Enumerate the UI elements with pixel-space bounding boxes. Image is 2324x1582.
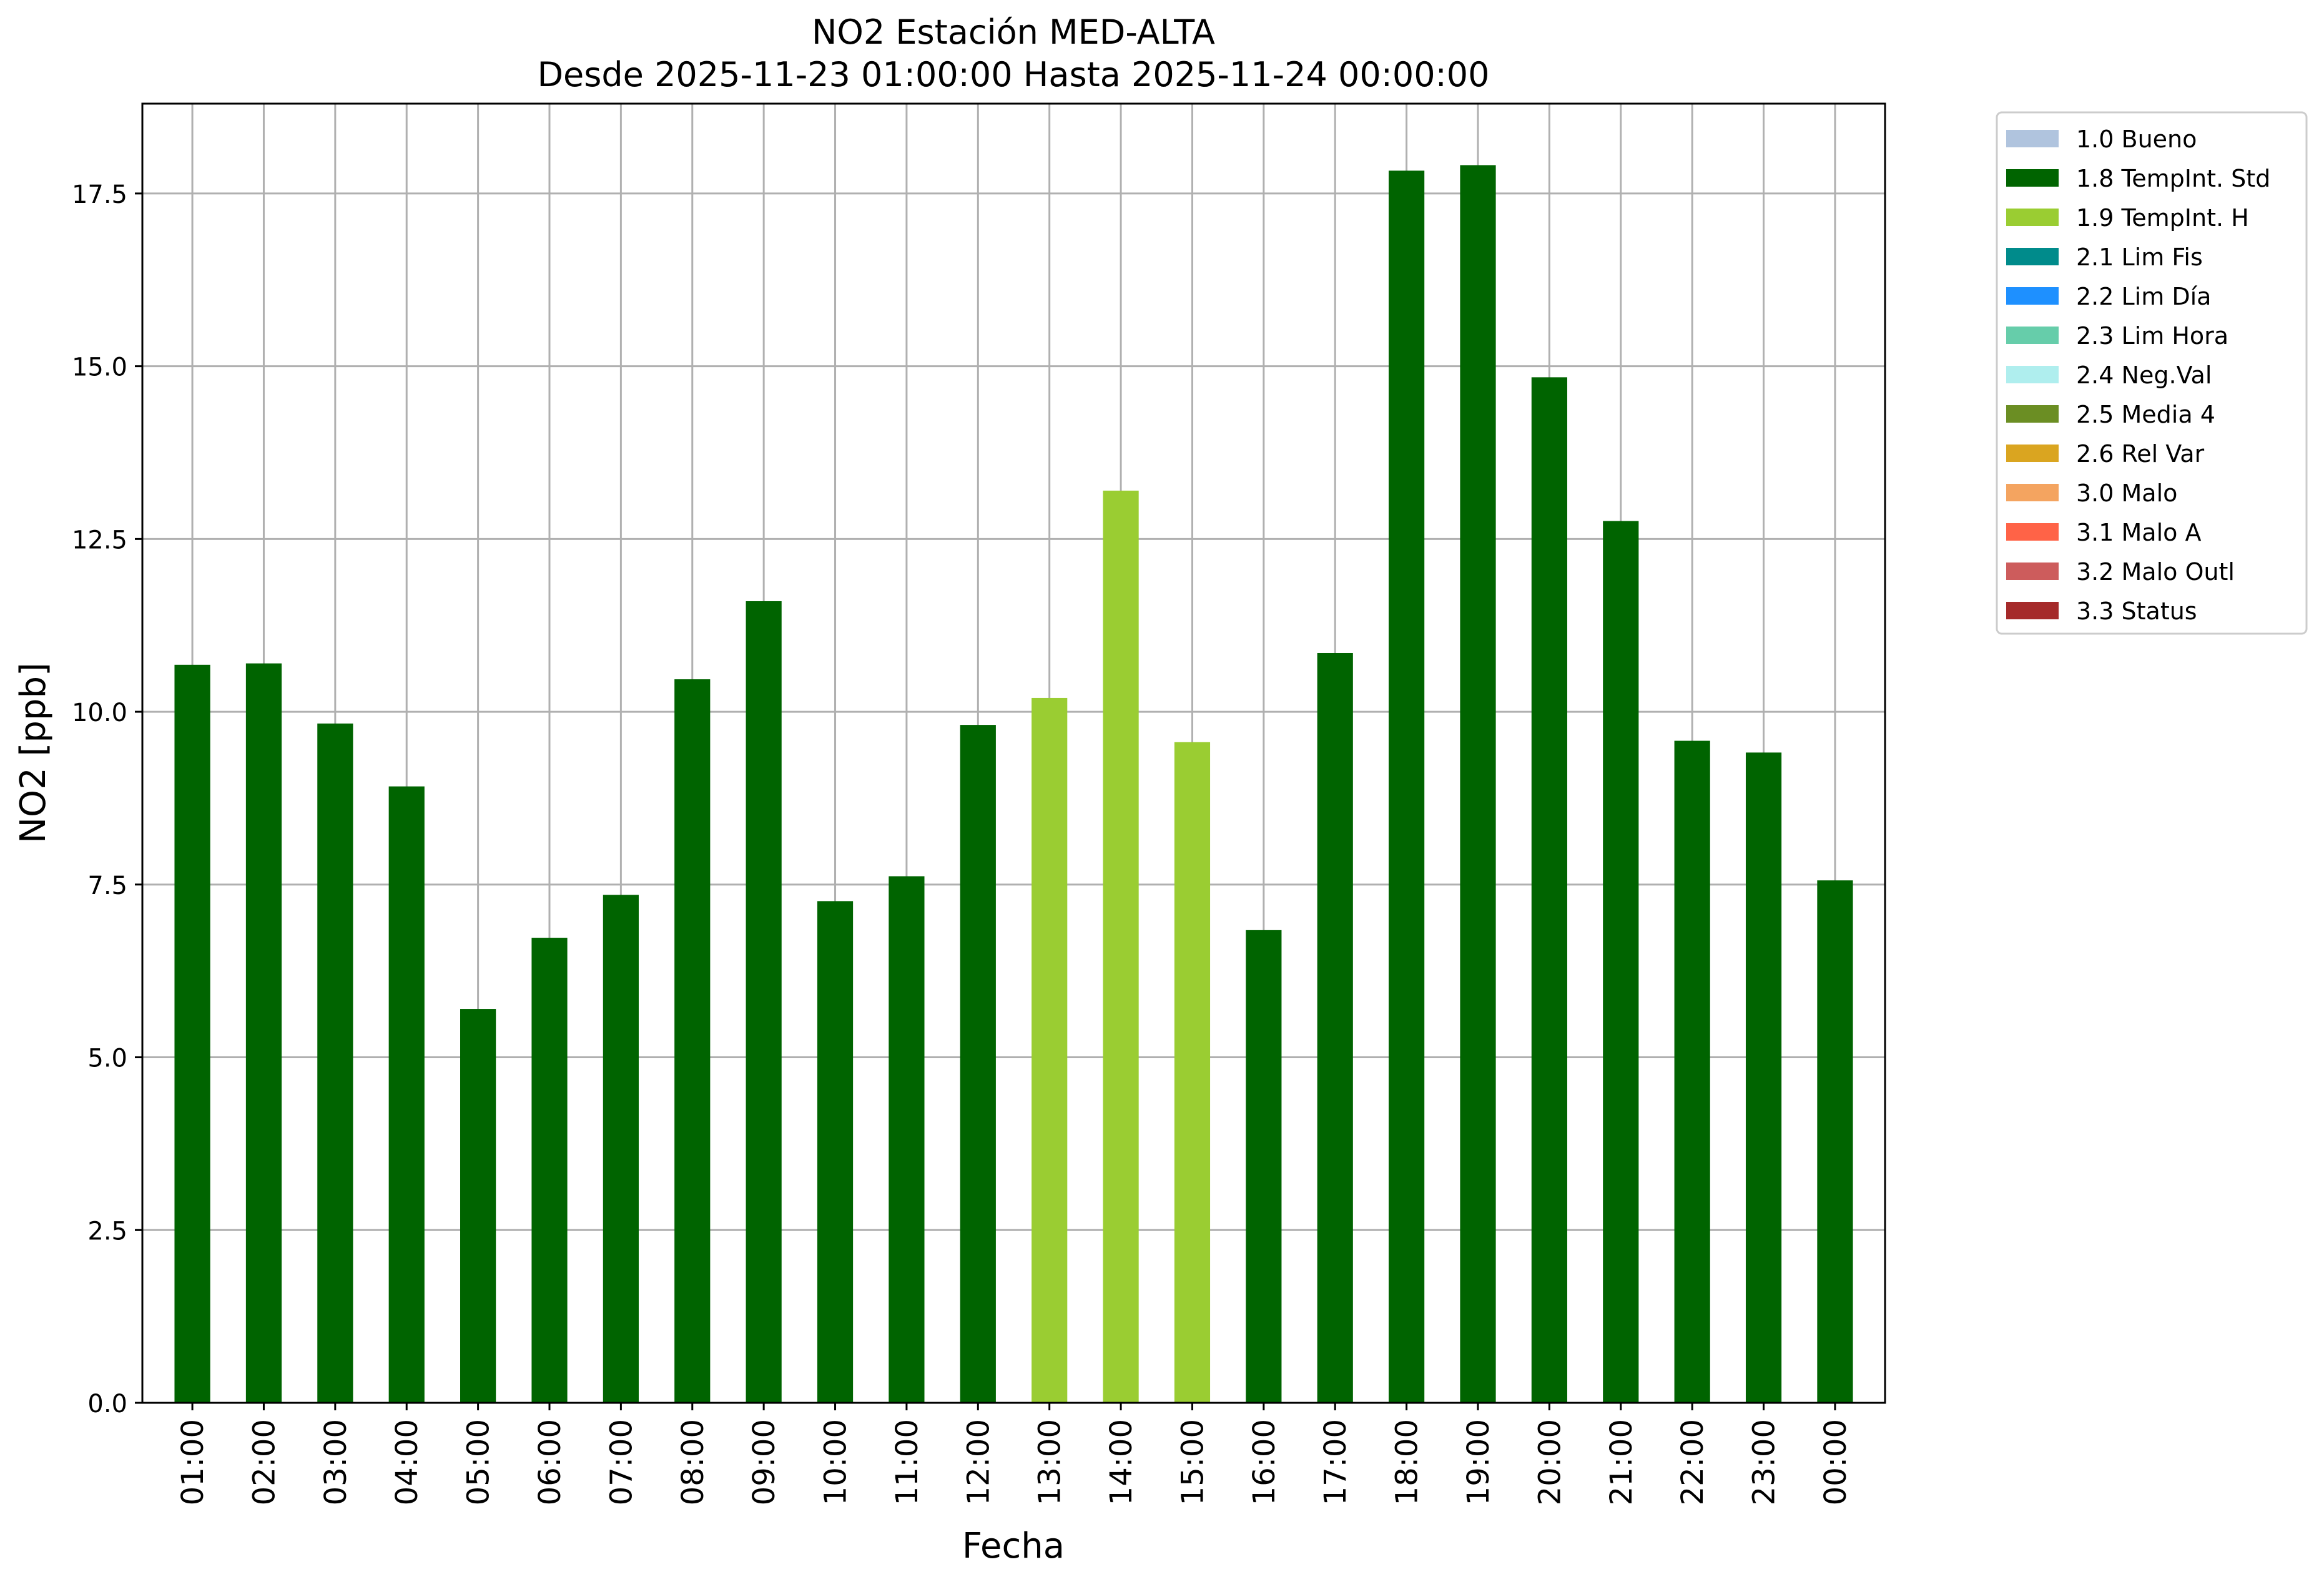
- y-axis: 0.0 2.5 5.0 7.5 10.0 12.5 15.0 17.5: [72, 180, 142, 1418]
- legend-swatch: [2006, 563, 2059, 580]
- x-tick-label: 02:00: [247, 1419, 282, 1505]
- bar-1200: [960, 725, 996, 1403]
- bar-1700: [1317, 652, 1353, 1403]
- y-tick-label: 2.5: [87, 1217, 127, 1245]
- x-tick-label: 19:00: [1461, 1419, 1496, 1505]
- legend-swatch: [2006, 209, 2059, 226]
- x-tick-label: 11:00: [890, 1419, 925, 1505]
- plot-area-frame: [141, 102, 1886, 1404]
- legend-label: 2.1 Lim Fis: [2076, 243, 2203, 271]
- x-tick-label: 05:00: [461, 1419, 496, 1505]
- x-tick-label: 07:00: [604, 1419, 639, 1505]
- legend-swatch: [2006, 445, 2059, 462]
- bar-1500: [1174, 742, 1211, 1403]
- legend: 1.0 Bueno 1.8 TempInt. Std 1.9 TempInt. H 2…: [1996, 111, 2308, 635]
- bar-1900: [1460, 165, 1496, 1403]
- bar-2200: [1674, 740, 1710, 1403]
- legend-label: 2.6 Rel Var: [2076, 440, 2205, 468]
- bar-0700: [603, 895, 639, 1403]
- x-tick-label: 09:00: [747, 1419, 782, 1505]
- bar-0900: [746, 601, 782, 1403]
- x-axis: 01:00 02:00 03:00 04:00 05:00 06:00 07:00 08:00…: [175, 1403, 1853, 1505]
- bar-0600: [531, 938, 568, 1403]
- bar-0400: [388, 786, 425, 1403]
- legend-label: 1.9 TempInt. H: [2076, 204, 2249, 232]
- x-tick-label: 23:00: [1747, 1419, 1782, 1505]
- legend-label: 1.8 TempInt. Std: [2076, 165, 2270, 192]
- x-tick-label: 16:00: [1247, 1419, 1282, 1505]
- x-tick-label: 06:00: [533, 1419, 568, 1505]
- y-tick-label: 5.0: [87, 1044, 127, 1073]
- legend-frame: [1996, 111, 2308, 635]
- y-tick-label: 15.0: [72, 353, 127, 382]
- x-tick-label: 13:00: [1033, 1419, 1068, 1505]
- legend-label: 1.0 Bueno: [2076, 125, 2197, 153]
- bar-1100: [889, 876, 925, 1403]
- legend-label: 3.3 Status: [2076, 597, 2197, 625]
- legend-label: 3.2 Malo Outl: [2076, 558, 2235, 586]
- x-tick-label: 15:00: [1175, 1419, 1210, 1505]
- x-tick-label: 00:00: [1818, 1419, 1853, 1505]
- bar-1000: [817, 901, 854, 1403]
- x-tick-label: 14:00: [1104, 1419, 1139, 1505]
- bar-0800: [674, 679, 711, 1403]
- bar-1300: [1032, 697, 1068, 1403]
- bar-1600: [1246, 930, 1282, 1403]
- legend-swatch: [2006, 248, 2059, 265]
- x-tick-label: 22:00: [1675, 1419, 1710, 1505]
- chart-subtitle: Desde 2025-11-23 01:00:00 Hasta 2025-11-…: [537, 55, 1489, 94]
- legend-label: 3.1 Malo A: [2076, 519, 2201, 546]
- legend-swatch: [2006, 523, 2059, 541]
- bar-0000: [1817, 880, 1853, 1403]
- legend-swatch: [2006, 327, 2059, 344]
- x-tick-label: 10:00: [819, 1419, 854, 1505]
- bar-2100: [1603, 521, 1639, 1403]
- x-tick-label: 01:00: [175, 1419, 210, 1505]
- x-tick-label: 08:00: [676, 1419, 711, 1505]
- chart-title: NO2 Estación MED-ALTA: [812, 12, 1215, 52]
- bars: [174, 165, 1853, 1403]
- legend-swatch: [2006, 405, 2059, 423]
- y-tick-label: 17.5: [72, 180, 127, 209]
- legend-swatch: [2006, 602, 2059, 619]
- y-tick-label: 10.0: [72, 699, 127, 727]
- bar-0300: [317, 723, 353, 1403]
- x-tick-label: 21:00: [1604, 1419, 1639, 1505]
- y-tick-label: 12.5: [72, 526, 127, 554]
- legend-swatch: [2006, 484, 2059, 501]
- bar-0500: [460, 1009, 496, 1403]
- x-axis-label: Fecha: [962, 1526, 1065, 1566]
- bar-0200: [245, 663, 282, 1403]
- y-tick-label: 7.5: [87, 872, 127, 900]
- x-tick-label: 20:00: [1532, 1419, 1567, 1505]
- legend-swatch: [2006, 130, 2059, 147]
- bar-1400: [1103, 490, 1139, 1403]
- legend-label: 2.5 Media 4: [2076, 401, 2215, 428]
- x-tick-label: 17:00: [1318, 1419, 1353, 1505]
- legend-label: 2.2 Lim Día: [2076, 283, 2211, 310]
- legend-swatch: [2006, 287, 2059, 305]
- x-tick-label: 12:00: [961, 1419, 996, 1505]
- legend-label: 3.0 Malo: [2076, 479, 2177, 507]
- bar-1800: [1389, 170, 1425, 1403]
- legend-items: 1.0 Bueno 1.8 TempInt. Std 1.9 TempInt. H 2…: [2006, 125, 2270, 625]
- x-tick-label: 03:00: [318, 1419, 353, 1505]
- bar-2000: [1531, 377, 1567, 1403]
- legend-label: 2.4 Neg.Val: [2076, 361, 2212, 389]
- legend-label: 2.3 Lim Hora: [2076, 322, 2228, 350]
- legend-swatch: [2006, 366, 2059, 383]
- y-tick-label: 0.0: [87, 1390, 127, 1418]
- x-tick-label: 04:00: [390, 1419, 425, 1505]
- legend-swatch: [2006, 169, 2059, 187]
- bar-0100: [174, 664, 210, 1403]
- y-axis-label: NO2 [ppb]: [13, 662, 54, 843]
- bar-2300: [1745, 752, 1782, 1403]
- x-tick-label: 18:00: [1390, 1419, 1425, 1505]
